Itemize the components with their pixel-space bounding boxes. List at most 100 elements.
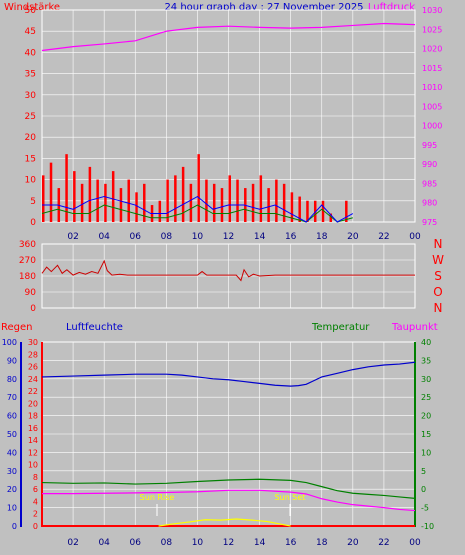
climate-x-axis: 02 04 06 08 10 12 14 16 18 20 22 00 <box>67 538 421 548</box>
y-tick-label: 30 <box>28 338 38 347</box>
wind-bar <box>96 179 99 222</box>
x-tick-label: 10 <box>192 538 204 548</box>
y-tick-label: 10 <box>25 176 37 186</box>
y-tick-label: 70 <box>7 393 17 402</box>
y-tick-label: 0 <box>421 485 426 494</box>
pressure-axis-title: Luftdruck <box>368 2 415 13</box>
y-tick-label: 1030 <box>422 6 442 15</box>
y-tick-label: 0 <box>30 218 36 228</box>
climate-series <box>41 361 416 527</box>
wind-bar <box>298 196 301 222</box>
rain-axis-title: Regen <box>1 322 33 333</box>
x-tick-label: 04 <box>98 538 110 548</box>
x-tick-label: 22 <box>378 232 389 242</box>
y-tick-label: 1025 <box>422 25 442 34</box>
series-line <box>41 361 416 387</box>
wind-bar <box>267 188 270 222</box>
temperature-y-axis: -10 -5 0 5 10 15 20 25 30 35 40 <box>421 338 434 531</box>
wind-bar <box>143 183 146 222</box>
y-tick-label: 25 <box>421 393 431 402</box>
y-tick-label: 20 <box>28 399 38 408</box>
series-line <box>42 489 416 512</box>
wind-bar <box>135 192 138 222</box>
series-line <box>42 195 354 223</box>
direction-y-axis: 0 90 180 270 360 <box>19 240 36 314</box>
x-tick-label: 16 <box>285 232 297 242</box>
x-tick-label: 14 <box>254 232 266 242</box>
y-tick-label: 20 <box>25 133 37 143</box>
y-tick-label: 35 <box>25 70 36 80</box>
wind-bar <box>181 166 185 222</box>
y-tick-label: 22 <box>28 387 38 396</box>
y-tick-label: 45 <box>25 27 36 37</box>
wind-bar <box>345 200 348 222</box>
dewpoint-axis-title: Taupunkt <box>391 322 438 333</box>
y-tick-label: 40 <box>421 338 431 347</box>
wind-axis-title: Windstärke <box>4 2 60 13</box>
x-tick-label: 00 <box>409 538 421 548</box>
wind-bar <box>111 171 115 222</box>
y-tick-label: 16 <box>28 424 38 433</box>
compass-label: N <box>434 237 443 251</box>
y-tick-label: -10 <box>421 522 434 531</box>
y-tick-label: 5 <box>421 467 426 476</box>
sunset-label: Sun Set <box>275 493 306 502</box>
y-tick-label: 5 <box>30 197 36 207</box>
y-tick-label: 10 <box>28 461 38 470</box>
wind-bar <box>212 183 216 222</box>
y-tick-label: 50 <box>7 430 17 439</box>
wind-bar <box>174 175 177 222</box>
wind-bar <box>158 200 162 222</box>
compass-label: S <box>434 269 442 283</box>
wind-bar <box>119 188 123 222</box>
y-tick-label: 4 <box>33 497 38 506</box>
y-tick-label: 1015 <box>422 64 442 73</box>
y-tick-label: 20 <box>421 412 431 421</box>
y-tick-label: 30 <box>421 375 431 384</box>
wind-bar <box>228 175 231 222</box>
compass-label: O <box>433 285 442 299</box>
x-tick-label: 20 <box>347 538 359 548</box>
y-tick-label: 1020 <box>422 45 442 54</box>
y-tick-label: 10 <box>7 504 17 513</box>
compass-label: W <box>432 253 444 267</box>
wind-bar <box>236 179 239 222</box>
y-tick-label: 80 <box>7 375 17 384</box>
wind-bar <box>189 183 193 222</box>
wind-bar <box>42 175 45 222</box>
x-tick-label: 22 <box>378 538 389 548</box>
y-tick-label: 40 <box>25 48 37 58</box>
y-tick-label: 0 <box>12 522 17 531</box>
wind-bar <box>282 183 286 222</box>
wind-bar <box>220 188 224 222</box>
series-line <box>158 518 291 527</box>
y-tick-label: 1000 <box>422 122 442 131</box>
y-tick-label: 15 <box>421 430 431 439</box>
y-tick-label: 50 <box>25 6 37 16</box>
x-tick-label: 06 <box>130 538 142 548</box>
y-tick-label: 975 <box>422 218 437 227</box>
y-tick-label: 270 <box>19 256 36 266</box>
humidity-axis-title: Luftfeuchte <box>66 322 123 333</box>
wind-y-axis: 0 5 10 15 20 25 30 35 40 45 50 <box>25 6 37 228</box>
y-tick-label: 990 <box>422 160 437 169</box>
y-tick-label: 30 <box>7 467 17 476</box>
x-tick-label: 14 <box>254 538 266 548</box>
y-tick-label: 995 <box>422 141 437 150</box>
x-tick-label: 20 <box>347 232 359 242</box>
wind-bar <box>80 183 84 222</box>
y-tick-label: 90 <box>7 356 17 365</box>
direction-line <box>41 259 415 282</box>
y-tick-label: 15 <box>25 154 36 164</box>
y-tick-label: 14 <box>28 436 38 445</box>
wind-bar <box>275 179 278 222</box>
direction-series <box>41 259 415 282</box>
wind-bar <box>321 200 325 222</box>
x-tick-label: 12 <box>223 538 234 548</box>
